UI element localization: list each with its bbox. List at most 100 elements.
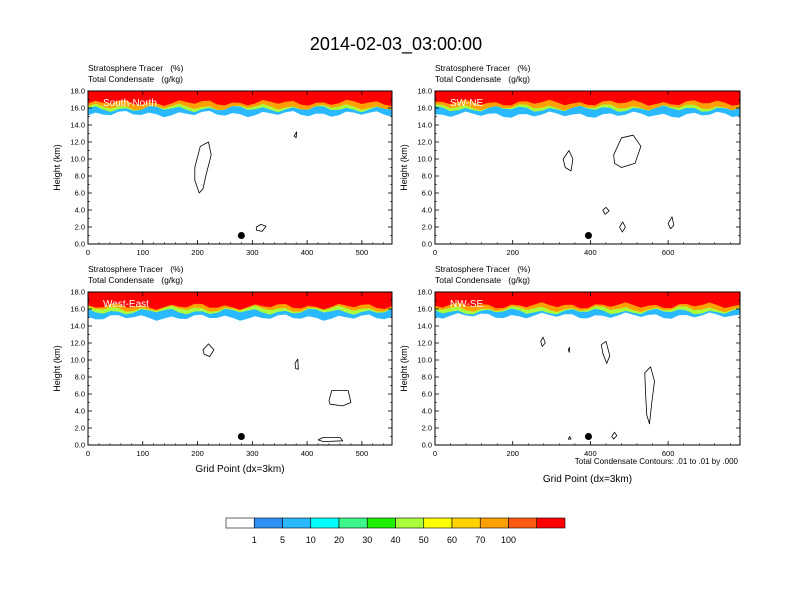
condensate-contour: [293, 131, 298, 139]
y-tick-label: 0.0: [422, 441, 432, 450]
colorbar-swatch: [253, 517, 283, 529]
x-tick-label: 200: [506, 449, 519, 458]
colorbar-swatch: [451, 517, 481, 529]
x-tick-label: 100: [137, 449, 150, 458]
tracer-layer-100: [88, 292, 392, 310]
y-tick-label: 8.0: [422, 373, 432, 382]
colorbar-label: 30: [362, 535, 372, 545]
panel-title-line1: Stratosphere Tracer (%): [435, 264, 531, 274]
condensate-contour: [540, 336, 546, 347]
tracer-layer-100: [435, 292, 740, 309]
condensate-contour: [619, 221, 626, 233]
colorbar-label: 70: [475, 535, 485, 545]
y-tick-label: 16.0: [70, 104, 85, 113]
y-tick-label: 14.0: [417, 322, 432, 331]
x-tick-label: 0: [433, 449, 437, 458]
condensate-contour: [294, 358, 299, 370]
y-axis-label: Height (km): [52, 144, 62, 191]
x-tick-label: 0: [433, 248, 437, 257]
x-axis-label: Grid Point (dx=3km): [543, 474, 632, 485]
location-marker: [237, 433, 245, 440]
panel-label: South-North: [103, 98, 157, 109]
x-tick-label: 400: [301, 449, 314, 458]
x-tick-label: 300: [246, 248, 259, 257]
condensate-contour: [255, 223, 267, 232]
figure-title: 2014-02-03_03:00:00: [310, 34, 482, 55]
colorbar-label: 10: [306, 535, 316, 545]
condensate-contour: [644, 366, 655, 425]
colorbar-label: 40: [390, 535, 400, 545]
colorbar-swatch: [423, 517, 453, 529]
contour-footnote: Total Condensate Contours: .01 to .01 by…: [575, 457, 739, 466]
y-axis-label: Height (km): [399, 345, 409, 392]
x-tick-label: 500: [356, 449, 369, 458]
condensate-contour: [562, 150, 574, 172]
condensate-contour: [602, 206, 610, 215]
y-tick-label: 0.0: [75, 240, 85, 249]
colorbar-swatch: [508, 517, 538, 529]
y-tick-label: 8.0: [75, 373, 85, 382]
y-tick-label: 6.0: [75, 189, 85, 198]
y-tick-label: 4.0: [422, 206, 432, 215]
y-tick-label: 10.0: [70, 155, 85, 164]
y-tick-label: 12.0: [417, 339, 432, 348]
x-tick-label: 400: [301, 248, 314, 257]
tracer-layer-100: [435, 91, 740, 106]
y-tick-label: 16.0: [417, 104, 432, 113]
condensate-contour: [611, 431, 618, 440]
y-tick-label: 18.0: [417, 87, 432, 96]
panel-title-line1: Stratosphere Tracer (%): [88, 264, 184, 274]
y-axis-label: Height (km): [399, 144, 409, 191]
y-tick-label: 10.0: [417, 356, 432, 365]
colorbar-swatch: [536, 517, 566, 529]
colorbar-label: 5: [280, 535, 285, 545]
colorbar-swatch: [395, 517, 425, 529]
colorbar-swatch: [225, 517, 255, 529]
plot-area: [435, 91, 740, 244]
condensate-contour: [194, 141, 212, 194]
y-tick-label: 4.0: [75, 407, 85, 416]
x-tick-label: 200: [506, 248, 519, 257]
x-axis-label: Grid Point (dx=3km): [195, 464, 284, 475]
panel-title-line1: Stratosphere Tracer (%): [435, 63, 531, 73]
panel-south-north: South-North Stratosphere Tracer (%)Total …: [52, 63, 393, 257]
condensate-contour: [667, 216, 675, 230]
plot-area: [435, 292, 740, 445]
condensate-contour: [202, 343, 215, 358]
panel-title-line2: Total Condensate (g/kg): [435, 275, 530, 285]
x-tick-label: 500: [356, 248, 369, 257]
panel-sw-ne: SW-NE Stratosphere Tracer (%)Total Conden…: [399, 63, 741, 257]
condensate-contour: [567, 436, 572, 440]
y-tick-label: 10.0: [417, 155, 432, 164]
y-tick-label: 12.0: [417, 138, 432, 147]
condensate-contour: [567, 346, 570, 353]
y-tick-label: 14.0: [70, 121, 85, 130]
panel-label: West-East: [103, 299, 149, 310]
y-tick-label: 2.0: [75, 223, 85, 232]
y-tick-label: 14.0: [70, 322, 85, 331]
y-tick-label: 12.0: [70, 138, 85, 147]
x-tick-label: 200: [191, 449, 204, 458]
y-tick-label: 10.0: [70, 356, 85, 365]
x-tick-label: 200: [191, 248, 204, 257]
plot-area: [88, 91, 392, 244]
location-marker: [237, 232, 245, 239]
location-marker: [584, 232, 592, 239]
y-tick-label: 6.0: [75, 390, 85, 399]
colorbar-label: 1: [252, 535, 257, 545]
y-tick-label: 6.0: [422, 390, 432, 399]
colorbar-swatch: [479, 517, 509, 529]
panel-title-line2: Total Condensate (g/kg): [88, 74, 183, 84]
y-tick-label: 16.0: [417, 305, 432, 314]
panel-west-east: West-East Stratosphere Tracer (%)Total Co…: [52, 264, 393, 475]
y-tick-label: 8.0: [75, 172, 85, 181]
plot-background: [88, 91, 392, 244]
location-marker: [584, 433, 592, 440]
condensate-contour: [328, 390, 352, 407]
condensate-contour: [600, 340, 611, 364]
x-tick-label: 400: [584, 449, 597, 458]
y-tick-label: 18.0: [70, 288, 85, 297]
